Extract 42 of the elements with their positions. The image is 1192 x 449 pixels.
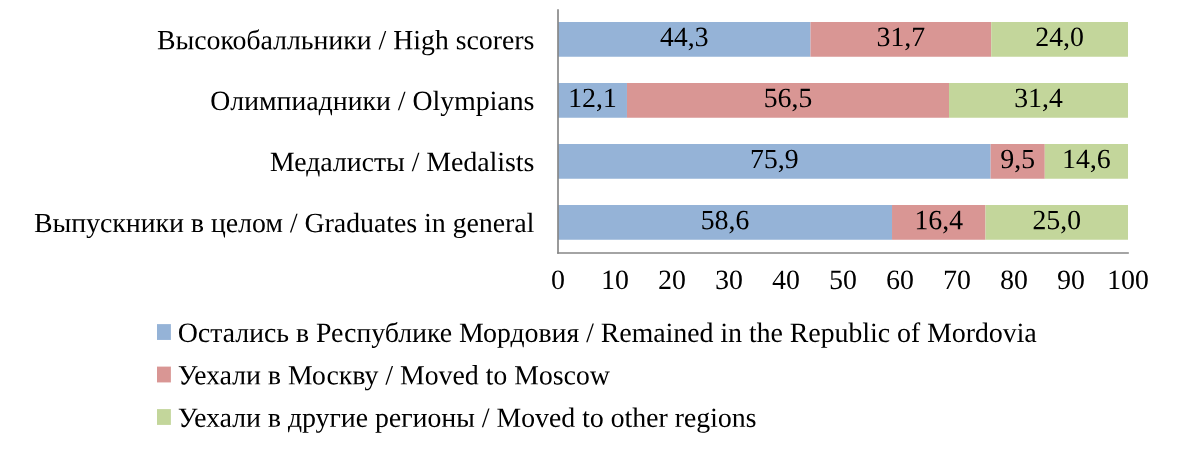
x-tick-label: 100 [1109, 270, 1148, 290]
data-label: 44,3 [660, 27, 708, 51]
bar [1044, 144, 1128, 179]
y-tick-label: Выпускники в целом / Graduates in general [34, 212, 534, 239]
x-tick-label: 60 [887, 270, 913, 290]
legend-label: Уехали в другие регионы / Moved to other regions [178, 407, 756, 433]
data-label: 14,6 [1064, 149, 1110, 173]
bar [558, 21, 811, 57]
y-tick-label: Олимпиадники / Olympians [211, 90, 534, 116]
data-label: 25,0 [1033, 210, 1080, 234]
bar [985, 205, 1128, 240]
legend-label: Остались в Республике Мордовия / Remained in the Republic of Mordovia [178, 322, 1037, 348]
y-tick-label: Высокобалльники / High scorers [157, 29, 534, 56]
bar [558, 144, 991, 179]
bar [558, 82, 627, 118]
x-tick-label: 0 [552, 270, 564, 290]
data-label: 31,4 [1015, 88, 1063, 112]
x-tick-label: 50 [830, 270, 856, 290]
bar [892, 205, 986, 240]
x-tick-label: 90 [1058, 270, 1084, 290]
x-tick-label: 70 [944, 270, 970, 290]
x-tick-label: 40 [772, 270, 799, 290]
data-label: 58,6 [702, 210, 749, 234]
bar [949, 82, 1128, 118]
y-tick-label: Медалисты / Medalists [270, 151, 534, 177]
data-label: 16,4 [916, 210, 963, 234]
legend-label: Уехали в Москву / Moved to Moscow [178, 365, 610, 391]
x-tick-label: 30 [716, 270, 742, 290]
data-label: 56,5 [765, 88, 812, 112]
bar [990, 144, 1045, 179]
bar [558, 205, 893, 240]
data-label: 12,1 [570, 88, 616, 112]
bar [810, 21, 992, 57]
bar [626, 82, 950, 118]
data-label: 24,0 [1036, 27, 1083, 51]
x-tick-label: 80 [1001, 270, 1027, 290]
data-label: 75,9 [751, 149, 798, 173]
data-label: 31,7 [877, 27, 925, 51]
data-label: 9,5 [1001, 149, 1034, 173]
x-tick-label: 10 [603, 270, 628, 290]
bar [991, 21, 1128, 57]
x-tick-label: 20 [659, 270, 685, 290]
